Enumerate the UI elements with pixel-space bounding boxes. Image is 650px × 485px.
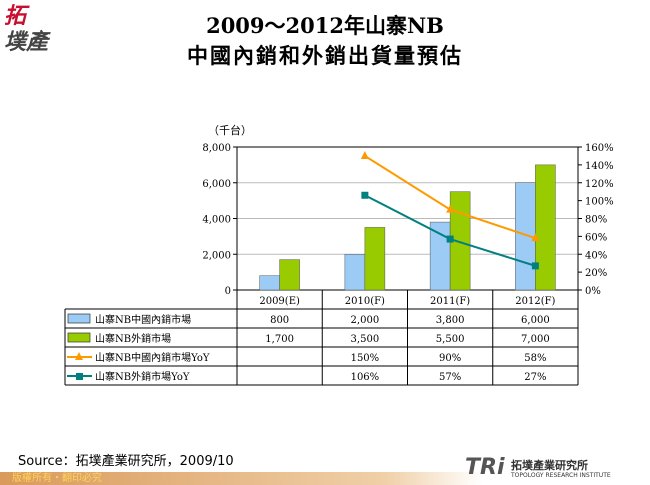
y-right-tick-label: 20% (585, 268, 607, 279)
data-label: 1,700 (265, 334, 294, 345)
data-label: 2,000 (351, 315, 380, 326)
category-label: 2011(F) (430, 296, 470, 307)
y-left-tick-label: 6,000 (202, 179, 231, 190)
y-left-tick-label: 4,000 (202, 215, 231, 226)
legend-swatch (67, 313, 91, 324)
title-line-2: 中國內銷和外銷出貨量預估 (187, 43, 463, 68)
y-right-tick-label: 140% (585, 161, 614, 172)
bar (279, 259, 300, 291)
title-line-1: 2009～2012年山寨NB (206, 13, 444, 38)
data-label: 3,500 (351, 334, 380, 345)
y-right-tick-label: 160% (585, 143, 614, 154)
y-right-tick-label: 120% (585, 179, 614, 190)
y-left-tick-label: 0 (225, 286, 231, 297)
data-label: 7,000 (521, 334, 550, 345)
legend-triangle-marker (75, 352, 83, 360)
data-label: 90% (439, 353, 461, 364)
legend-label: 山寨NB中國內銷市場YoY (95, 351, 210, 364)
y-right-tick-label: 80% (585, 215, 607, 226)
y-right-tick-label: 0% (585, 286, 601, 297)
legend-swatch (67, 332, 91, 343)
data-label: 106% (351, 372, 380, 383)
data-label: 3,800 (436, 315, 465, 326)
category-label: 2010(F) (345, 296, 385, 307)
data-label: 800 (270, 315, 289, 326)
square-marker (531, 262, 539, 270)
bar (344, 254, 366, 291)
data-label: 27% (524, 372, 546, 383)
source: Source：拓墣產業研究所，2009/10 (18, 454, 234, 469)
data-label: 57% (439, 372, 461, 383)
legend-label: 山寨NB外銷市場YoY (95, 370, 190, 383)
category-label: 2009(E) (259, 296, 300, 307)
triangle-marker (360, 150, 369, 159)
data-label: 150% (351, 353, 380, 364)
data-label: 5,500 (436, 334, 465, 345)
y-left-tick-label: 2,000 (202, 250, 231, 261)
legend-label: 山寨NB中國內銷市場 (95, 313, 191, 326)
bar (364, 227, 386, 291)
chart: 0 2,000 4,000 6,000 8,000 0% 20% 40% 60% 80% 100% 1… (64, 143, 614, 386)
y-right-tick-label: 40% (585, 250, 607, 261)
logo: 拓墣產 (4, 4, 49, 55)
brand-logo: TRi 拓墣產業研究所 TOPOLOGY RESEARCH INSTITUTE (465, 455, 611, 480)
square-marker (361, 191, 369, 199)
bar (535, 164, 556, 291)
square-marker (446, 235, 454, 243)
bar (429, 221, 451, 291)
legend-label: 山寨NB外銷市場 (95, 332, 171, 345)
triangle-marker (531, 233, 540, 242)
y-left-tick-label: 8,000 (202, 143, 231, 154)
y-axis-unit: （千台） (208, 124, 252, 137)
category-label: 2012(F) (515, 296, 555, 307)
data-label: 58% (524, 353, 546, 364)
bar (259, 275, 280, 291)
triangle-marker (446, 204, 455, 213)
y-right-tick-label: 60% (585, 232, 607, 243)
legend-square-marker (76, 373, 83, 380)
y-right-tick-label: 100% (585, 197, 614, 208)
copyright-footer: 版權所有・翻印必究 (0, 472, 482, 485)
data-label: 6,000 (521, 315, 550, 326)
